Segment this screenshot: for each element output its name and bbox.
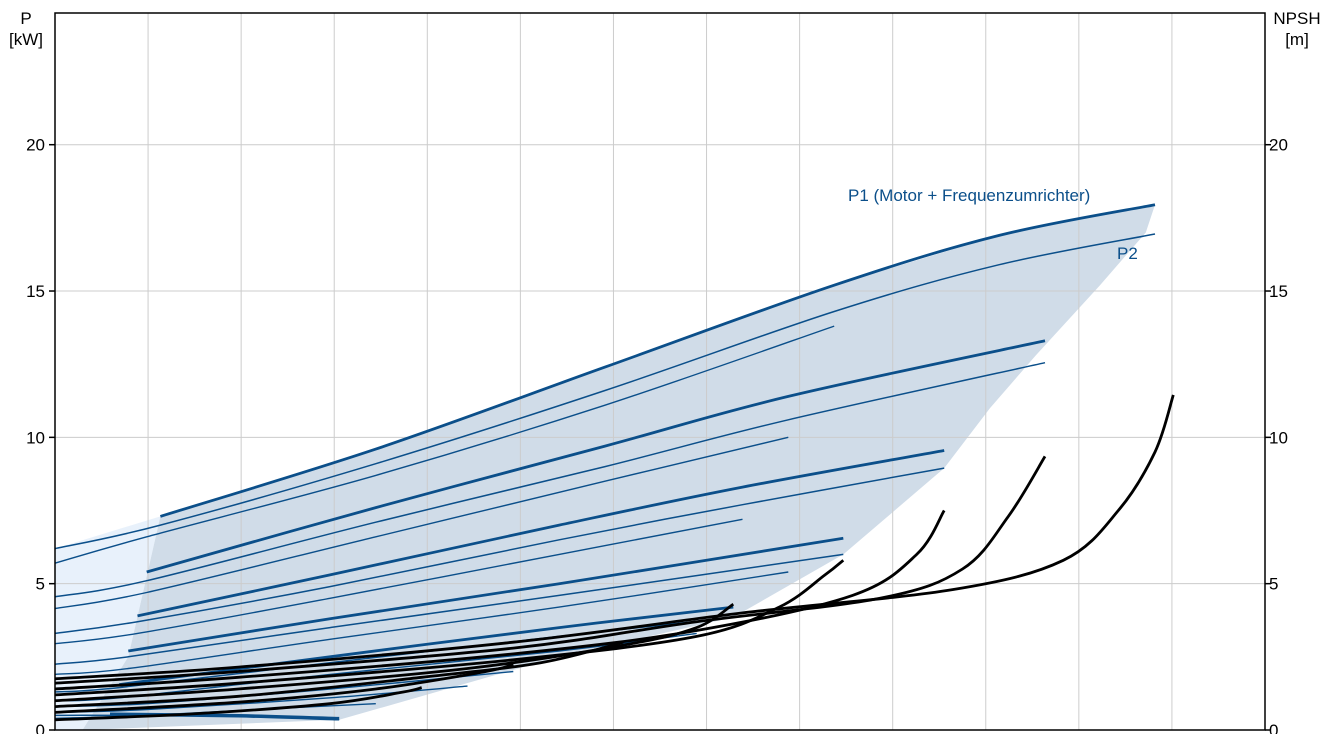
p2-curve-2 [54,361,1046,598]
npsh-curve-5 [54,603,735,703]
p2-curve-1 [54,233,1156,550]
p1-series-label: P1 (Motor + Frequenzumrichter) [848,186,1090,205]
axis-ticks: 0 5 10 15 20 0 5 10 15 20 [26,136,1288,734]
npsh-curve-2 [54,455,1047,685]
left-tick-label: 20 [26,136,45,155]
p-curve-extra-4 [54,571,789,676]
p1-curve-2 [146,339,1046,574]
left-tick-label: 15 [26,282,45,301]
left-tick-label: 10 [26,428,45,447]
left-axis-title-line1: P [20,9,31,28]
p2-curve-4 [54,553,844,665]
p1-curve-1 [159,203,1156,518]
p-curve-extra-2 [54,436,789,610]
right-tick-label: 0 [1269,721,1278,734]
p2-curve-3 [54,467,945,635]
p1-curve-4 [128,536,844,653]
operating-range-area [82,204,1155,730]
npsh-curve-7 [54,662,514,714]
right-tick-label: 15 [1269,282,1288,301]
left-tick-label: 5 [36,575,45,594]
right-tick-label: 10 [1269,428,1288,447]
npsh-curve-6 [54,640,624,708]
p2-curve-6 [54,714,340,721]
curves [54,203,1175,722]
plot-frame [54,12,1266,731]
right-tick-label: 20 [1269,136,1288,155]
right-tick-label: 5 [1269,575,1278,594]
plot-border [54,12,1266,731]
right-axis-title-line1: NPSH [1273,9,1320,28]
npsh-curve-1 [54,394,1175,681]
left-axis-title-line2: [kW] [9,30,43,49]
p1-curve-6 [109,712,340,720]
npsh-curve-8 [54,686,423,722]
right-axis-title-line2: [m] [1285,30,1309,49]
p1-curve-3 [137,449,945,618]
p-curve-extra-1 [54,325,835,564]
left-tick-label: 0 [36,721,45,734]
p-curve-extra-3 [54,518,743,645]
p2-series-label: P2 [1117,244,1138,263]
